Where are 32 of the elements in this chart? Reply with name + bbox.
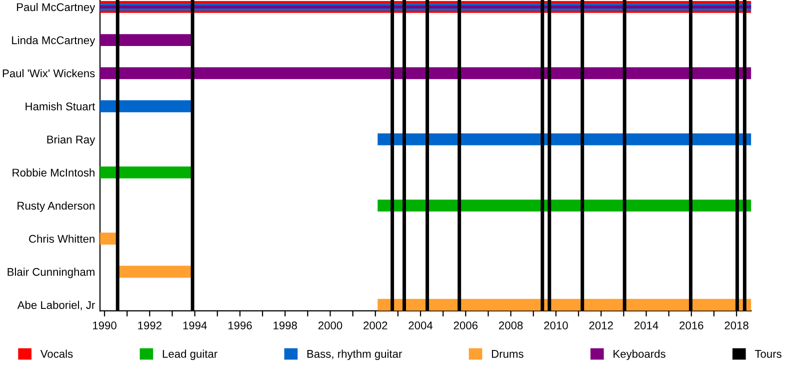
y-tick-label: Hamish Stuart (26, 102, 96, 110)
x-tick-label: 1990 (93, 322, 116, 330)
legend-label: Bass, rhythm guitar (307, 350, 402, 360)
x-tick-label: 2012 (589, 322, 613, 330)
y-tick-label: Linda McCartney (12, 36, 96, 46)
x-tick-label: 1998 (274, 322, 297, 330)
y-tick-label: Robbie McIntosh (12, 168, 94, 177)
legend-label: Drums (492, 350, 524, 358)
legend-label: Lead guitar (162, 350, 218, 360)
x-tick-label: 2016 (680, 322, 704, 330)
x-tick-label: 2000 (318, 322, 342, 330)
x-tick-label: 2008 (499, 322, 523, 330)
y-tick-label: Chris Whitten (29, 234, 94, 243)
x-tick-label: 2002 (364, 322, 388, 330)
y-tick-label: Paul 'Wix' Wickens (2, 69, 95, 78)
legend-label: Tours (754, 350, 782, 358)
y-tick-label: Blair Cunningham (8, 268, 94, 278)
x-tick-label: 2006 (454, 322, 478, 330)
x-tick-label: 2010 (544, 322, 568, 330)
legend-label: Keyboards (614, 350, 666, 360)
y-tick-label: Rusty Anderson (18, 202, 94, 212)
y-tick-label: Paul McCartney (17, 2, 96, 14)
legend-label: Vocals (40, 350, 73, 358)
bar (100, 67, 752, 80)
x-tick-label: 2018 (724, 322, 748, 330)
x-tick-label: 1992 (138, 322, 162, 330)
y-tick-label: Brian Ray (47, 135, 96, 146)
x-tick-label: 1994 (183, 322, 207, 330)
x-tick-label: 2004 (408, 322, 433, 330)
y-tick-label: Abe Laboriel, Jr (17, 300, 95, 310)
x-tick-label: 2014 (634, 322, 658, 330)
x-tick-label: 1996 (228, 322, 252, 330)
